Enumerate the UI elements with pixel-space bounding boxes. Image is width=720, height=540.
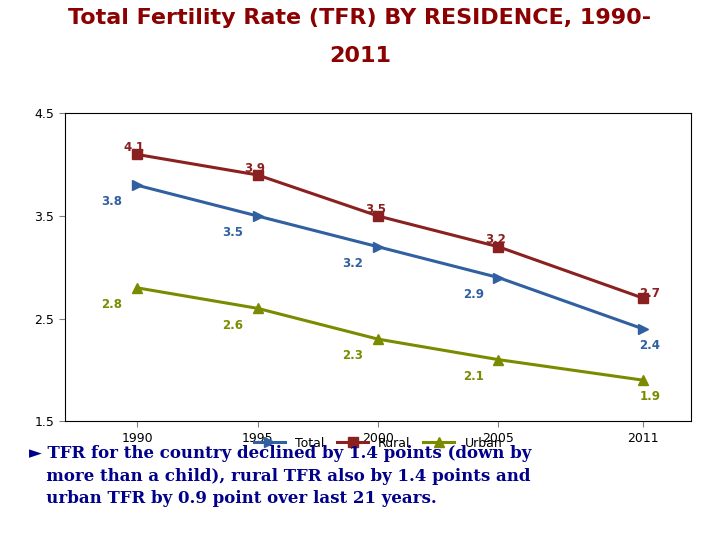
Total	[132, 182, 141, 188]
Rural	[639, 295, 647, 301]
Rural	[374, 213, 382, 219]
Total	[494, 274, 503, 281]
Urban	[374, 336, 382, 342]
Text: 2.1: 2.1	[463, 370, 484, 383]
Text: 3.9: 3.9	[244, 161, 265, 174]
Legend: Total, Rural, Urban: Total, Rural, Urban	[249, 432, 507, 455]
Text: 3.2: 3.2	[343, 257, 364, 270]
Text: 1.9: 1.9	[639, 390, 660, 403]
Text: Total Fertility Rate (TFR) BY RESIDENCE, 1990-: Total Fertility Rate (TFR) BY RESIDENCE,…	[68, 8, 652, 28]
Text: 2.8: 2.8	[102, 298, 122, 311]
Rural	[132, 151, 141, 158]
Text: 2.9: 2.9	[463, 288, 484, 301]
Text: 2.3: 2.3	[343, 349, 364, 362]
Urban	[639, 377, 647, 383]
Total	[253, 213, 262, 219]
Total	[639, 326, 647, 332]
Urban	[494, 356, 503, 363]
Text: 3.8: 3.8	[102, 195, 122, 208]
Rural	[253, 172, 262, 178]
Urban	[132, 285, 141, 291]
Text: 2.6: 2.6	[222, 319, 243, 332]
Text: 2011: 2011	[329, 46, 391, 66]
Line: Urban: Urban	[132, 283, 648, 385]
Total	[374, 244, 382, 250]
Text: 3.2: 3.2	[485, 233, 506, 246]
Text: 4.1: 4.1	[124, 141, 145, 154]
Urban	[253, 305, 262, 312]
Text: ► TFR for the country declined by 1.4 points (down by
   more than a child), rur: ► TFR for the country declined by 1.4 po…	[29, 446, 531, 507]
Line: Total: Total	[132, 180, 648, 334]
Text: 3.5: 3.5	[222, 226, 243, 239]
Rural	[494, 244, 503, 250]
Text: 2.4: 2.4	[639, 339, 660, 352]
Text: 2.7: 2.7	[639, 287, 660, 300]
Text: 3.5: 3.5	[365, 202, 386, 215]
Line: Rural: Rural	[132, 150, 648, 303]
